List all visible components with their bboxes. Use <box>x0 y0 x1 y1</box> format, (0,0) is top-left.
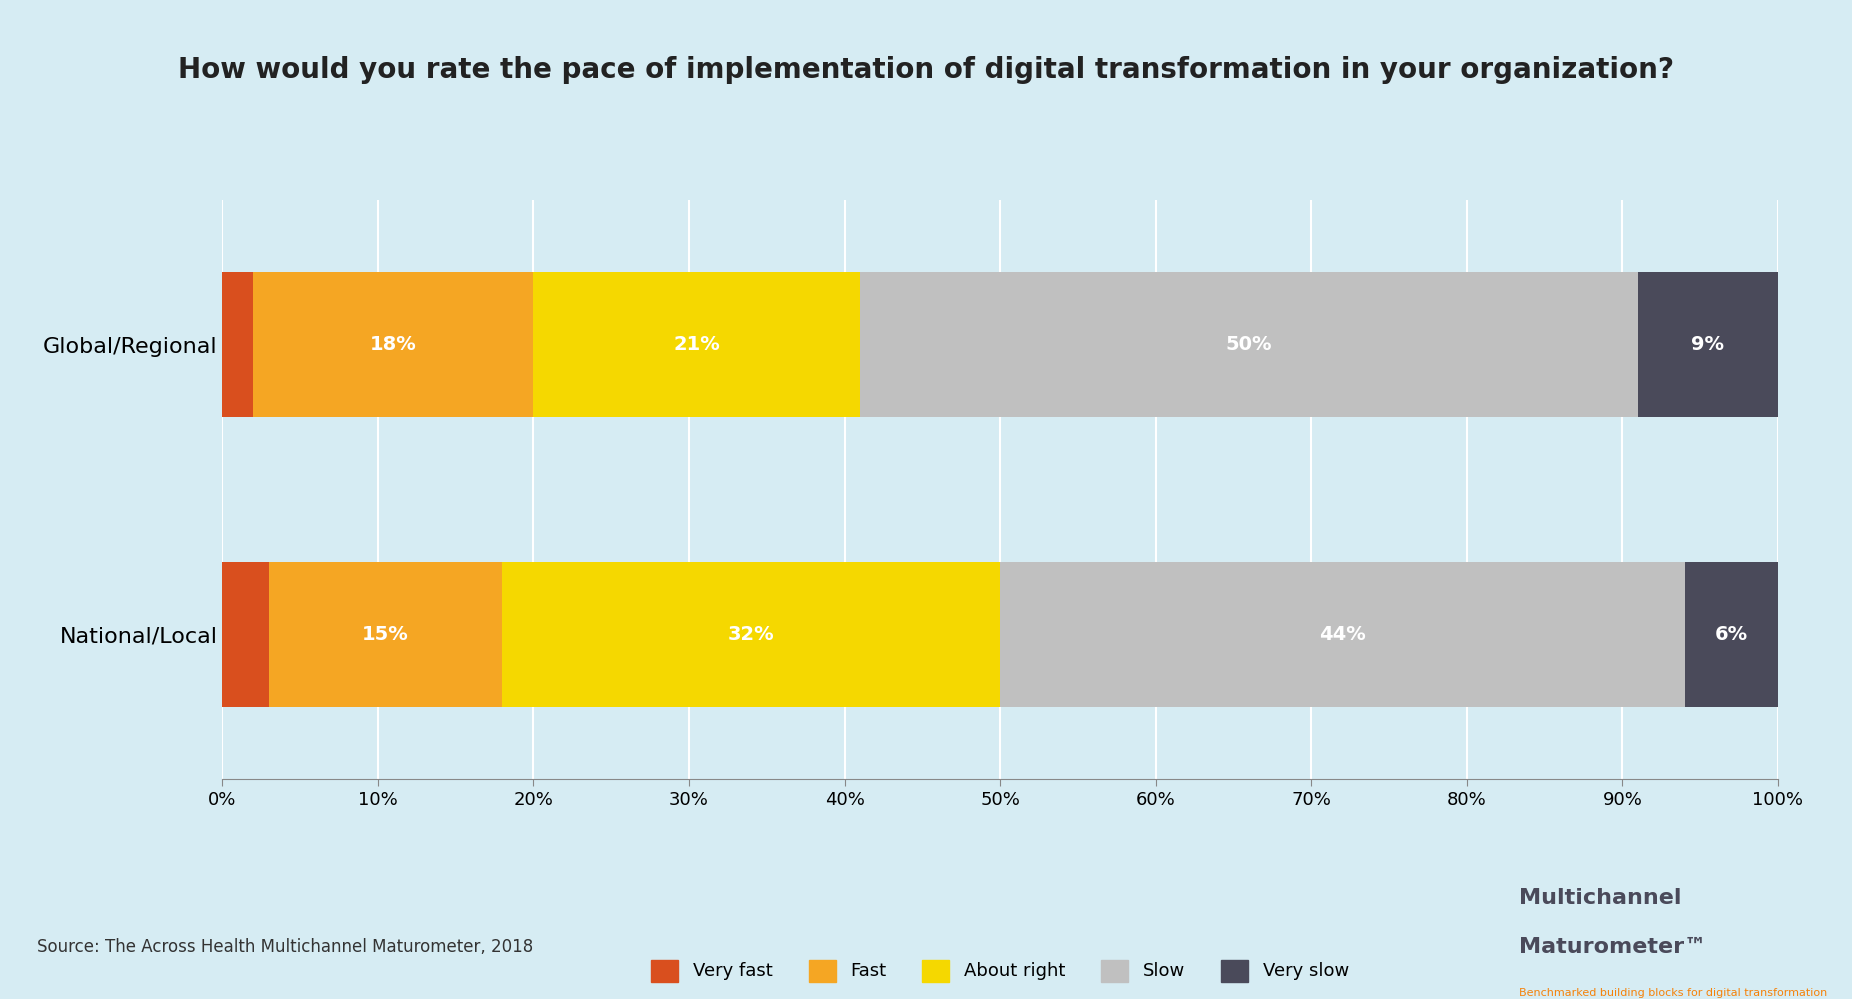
Bar <box>1685 561 1778 707</box>
Text: Benchmarked building blocks for digital transformation: Benchmarked building blocks for digital … <box>1519 987 1826 998</box>
Text: 44%: 44% <box>1319 624 1365 644</box>
Bar <box>533 272 859 418</box>
Text: 21%: 21% <box>674 335 720 355</box>
Text: Source: The Across Health Multichannel Maturometer, 2018: Source: The Across Health Multichannel M… <box>37 938 533 956</box>
Text: 18%: 18% <box>370 335 417 355</box>
Bar <box>254 272 533 418</box>
Text: 6%: 6% <box>1715 624 1748 644</box>
Bar <box>222 272 254 418</box>
Text: How would you rate the pace of implementation of digital transformation in your : How would you rate the pace of implement… <box>178 56 1674 84</box>
Text: Maturometer™: Maturometer™ <box>1519 937 1706 957</box>
Text: 50%: 50% <box>1226 335 1272 355</box>
Bar <box>1637 272 1778 418</box>
Legend: Very fast, Fast, About right, Slow, Very slow: Very fast, Fast, About right, Slow, Very… <box>643 950 1358 991</box>
Text: Multichannel: Multichannel <box>1519 888 1682 908</box>
Text: 15%: 15% <box>363 624 409 644</box>
Text: 9%: 9% <box>1691 335 1724 355</box>
Bar <box>1000 561 1685 707</box>
Bar <box>859 272 1637 418</box>
Bar <box>269 561 502 707</box>
Bar <box>222 561 269 707</box>
Bar <box>502 561 1000 707</box>
Text: 32%: 32% <box>728 624 774 644</box>
